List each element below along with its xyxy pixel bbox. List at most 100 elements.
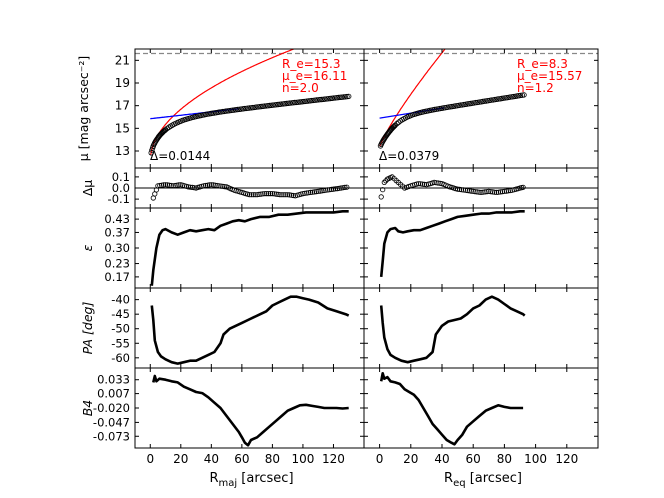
residual-point [458, 187, 465, 193]
residual-point [466, 188, 472, 194]
profile-point [302, 98, 308, 105]
b4-data-right [379, 372, 524, 446]
profile-point [521, 92, 527, 98]
profile-point [265, 102, 271, 109]
profile-point [292, 99, 298, 106]
residual-point [325, 187, 331, 193]
profile-point [282, 100, 288, 107]
residual-point [309, 189, 316, 195]
ellipticity-data-left [150, 210, 349, 286]
residual-point [258, 191, 264, 197]
residual-point [212, 182, 218, 188]
y-tick-label: 0.23 [104, 257, 130, 271]
profile-point [255, 104, 261, 110]
residual-point [468, 188, 474, 194]
profile-point [253, 104, 259, 110]
residual-point [307, 189, 314, 195]
profile-point [315, 97, 322, 103]
residual-point [191, 185, 197, 191]
profile-point [224, 108, 231, 114]
param-re-left: R_e=15.3 [282, 57, 341, 71]
y-tick-label: -50 [111, 322, 130, 336]
profile-point [209, 110, 216, 116]
residual-point [383, 178, 389, 184]
profile-point [340, 94, 347, 100]
residual-point [264, 191, 270, 197]
profile-point [325, 95, 332, 102]
residuals-data-right [364, 174, 598, 200]
residual-point [172, 182, 178, 189]
residual-point [484, 189, 490, 195]
panel-frame [363, 207, 599, 289]
residual-point [189, 184, 195, 190]
profile-point [322, 96, 328, 102]
residual-point [304, 190, 310, 196]
profile-point [392, 122, 398, 128]
profile-point [473, 99, 479, 106]
profile-point [283, 100, 290, 107]
x-tick-label: 40 [434, 452, 449, 466]
residual-point [267, 191, 274, 197]
profile-point [228, 107, 234, 114]
profile-point [310, 97, 317, 104]
residual-point [419, 181, 426, 187]
delta-right: Δ=0.0379 [379, 149, 439, 163]
b4-line [152, 374, 349, 447]
y-tick-label: 21 [115, 53, 130, 67]
panel-frame [134, 287, 365, 369]
sb-data-right [364, 49, 598, 149]
residual-point [159, 182, 165, 188]
x-tick-label: 100 [524, 452, 547, 466]
x-tick-label: 120 [555, 452, 578, 466]
residual-point [488, 189, 494, 195]
residual-point [273, 191, 279, 197]
residual-point [185, 184, 191, 190]
residual-point [319, 188, 325, 194]
y-tick-label: -0.047 [93, 415, 130, 429]
residual-point [248, 192, 254, 198]
residual-point [380, 187, 386, 193]
profile-point [394, 120, 400, 127]
profile-point [243, 105, 249, 112]
residual-point [246, 192, 253, 198]
profile-point [148, 150, 154, 156]
residual-point [501, 188, 507, 194]
y-tick-label: -0.020 [93, 401, 130, 415]
residual-point [470, 188, 476, 194]
residual-point [260, 191, 266, 197]
profile-point [335, 94, 342, 101]
profile-point [278, 101, 285, 107]
residual-point [166, 182, 172, 188]
profile-point [298, 99, 305, 105]
y-tick-label: -60 [111, 351, 130, 365]
x-tick-label: 20 [403, 452, 418, 466]
profile-point [295, 99, 301, 105]
residual-point [313, 189, 319, 195]
profile-point [246, 105, 253, 111]
y-tick-label: 0.0 [112, 181, 130, 195]
x-tick-label: 120 [322, 452, 345, 466]
residual-point [464, 187, 470, 194]
residual-point [162, 182, 169, 188]
residual-point [462, 187, 468, 193]
profile-point [250, 104, 256, 111]
residual-point [476, 189, 482, 195]
profile-point [216, 109, 222, 115]
y-axis-label: Δμ [80, 180, 95, 197]
residual-point [187, 184, 193, 190]
sersic-bulge-curve [150, 49, 296, 155]
profile-point [245, 105, 251, 111]
profile-point [273, 101, 280, 108]
y-axis-label: B4 [80, 400, 95, 417]
y-axis-label: PA [deg] [80, 302, 95, 355]
residual-point [201, 183, 207, 189]
residual-point [277, 192, 283, 198]
panel-frame [363, 287, 599, 369]
profile-point [502, 95, 508, 101]
profile-point [290, 99, 296, 106]
residual-point [157, 182, 163, 189]
residual-point [482, 189, 488, 195]
residual-point [168, 182, 174, 189]
residual-point [344, 184, 350, 190]
